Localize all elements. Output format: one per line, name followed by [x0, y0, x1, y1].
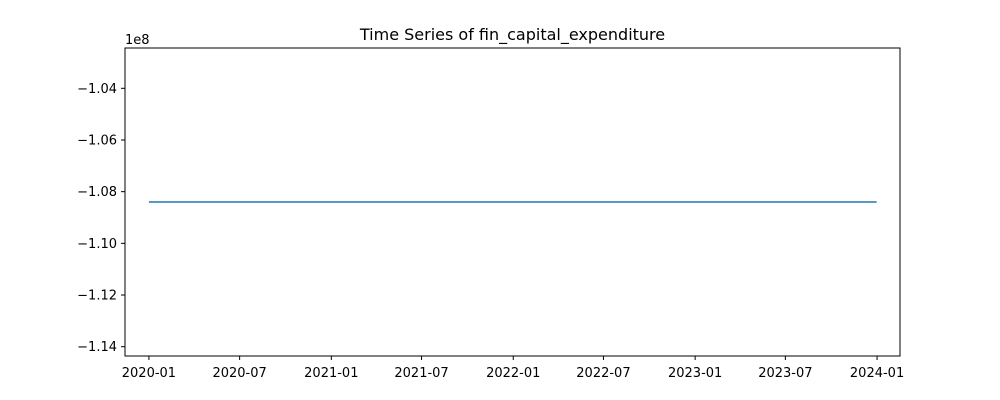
- x-axis-ticks: 2020-01 2020-07 2021-01 2021-07 2022-01 2022-…: [122, 356, 904, 381]
- y-tick-label: −1.06: [77, 133, 117, 148]
- x-tick-label: 2024-01: [850, 366, 904, 381]
- y-offset-label: 1e8: [125, 33, 150, 48]
- y-tick-label: −1.08: [77, 185, 117, 200]
- x-tick-label: 2022-07: [576, 366, 630, 381]
- x-tick-label: 2020-07: [212, 366, 266, 381]
- x-tick-label: 2021-07: [394, 366, 448, 381]
- x-tick-label: 2023-07: [758, 366, 812, 381]
- x-tick-label: 2020-01: [122, 366, 176, 381]
- y-tick-label: −1.14: [77, 340, 117, 355]
- plot-frame: [124, 47, 901, 357]
- y-tick-label: −1.10: [77, 237, 117, 252]
- y-tick-label: −1.04: [77, 82, 117, 97]
- y-axis-ticks: −1.04 −1.06 −1.08 −1.10 −1.12 −1.14: [77, 82, 125, 355]
- x-tick-label: 2022-01: [486, 366, 540, 381]
- chart-title: Time Series of fin_capital_expenditure: [359, 25, 665, 45]
- y-tick-label: −1.12: [77, 289, 117, 304]
- x-tick-label: 2021-01: [304, 366, 358, 381]
- x-tick-label: 2023-01: [668, 366, 722, 381]
